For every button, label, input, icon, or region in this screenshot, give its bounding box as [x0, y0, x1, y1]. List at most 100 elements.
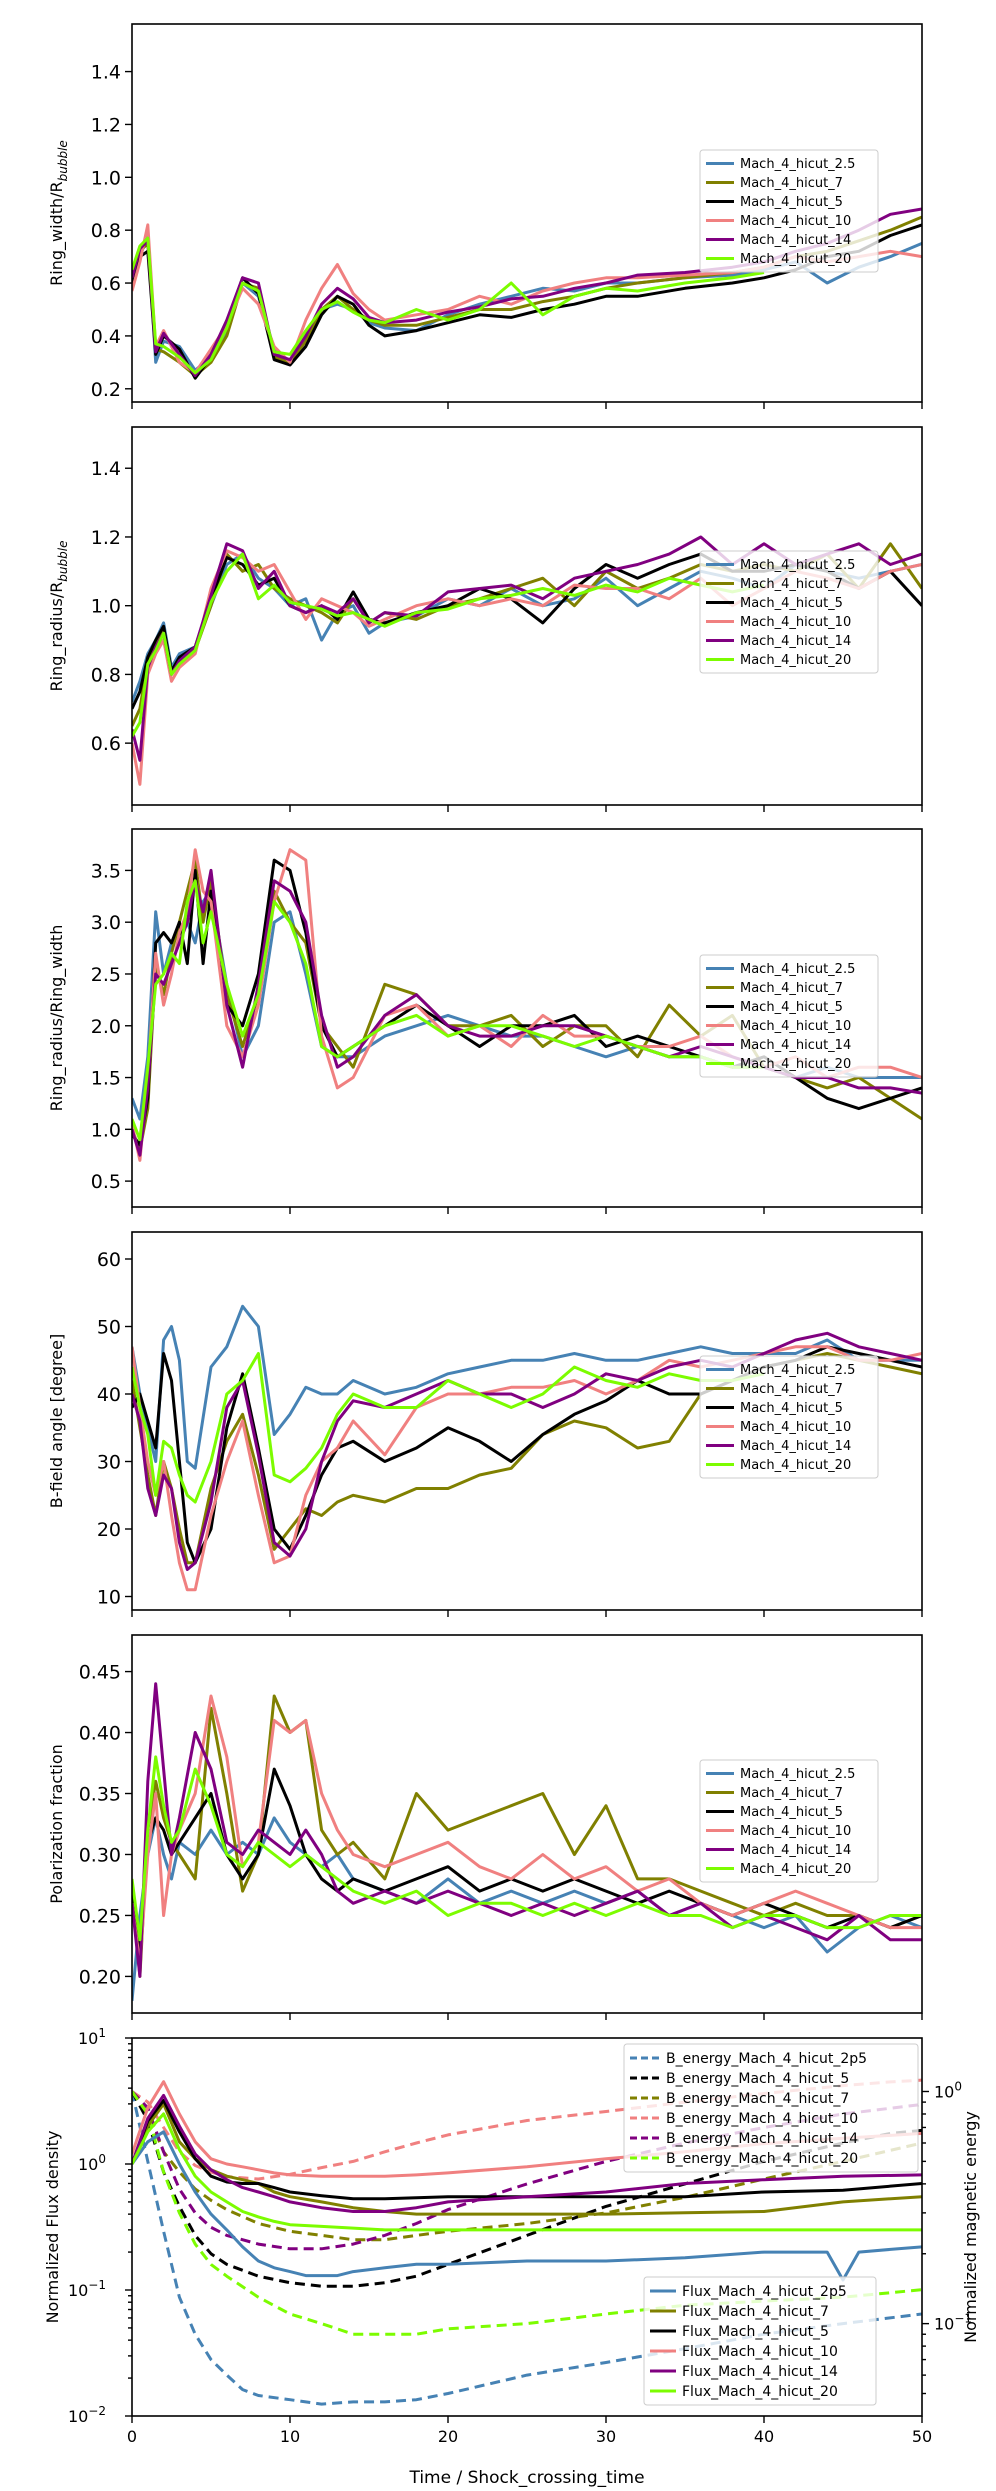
legend-label: Mach_4_hicut_7	[740, 1786, 843, 1801]
legend-label: Mach_4_hicut_14	[740, 1038, 851, 1053]
plot-area	[132, 1682, 922, 2001]
y-tick-label: 0.35	[79, 1784, 121, 1806]
flux-legend-label: Flux_Mach_4_hicut_14	[682, 2364, 838, 2380]
flux-legend-label: Flux_Mach_4_hicut_20	[682, 2384, 838, 2400]
legend-label: Mach_4_hicut_5	[740, 1805, 843, 1820]
y-axis-label: Ring_width/Rbubble	[47, 140, 70, 286]
x-tick-label: 0	[127, 2427, 137, 2446]
legend-label: Mach_4_hicut_10	[740, 615, 851, 630]
series-line	[132, 236, 765, 375]
y-tick-label: 0.40	[79, 1723, 121, 1745]
flux-legend-label: Flux_Mach_4_hicut_7	[682, 2304, 829, 2320]
energy-series-line	[132, 2090, 922, 2288]
legend-label: Mach_4_hicut_7	[740, 981, 843, 996]
series-line	[132, 1755, 922, 1942]
y-tick-label: 60	[97, 1249, 121, 1271]
x-tick-label: 10	[280, 2427, 300, 2446]
chart-panel-6: 0 10 20 30 40 50 10−2 10−1 100 101 Normalized Flux…	[43, 2026, 980, 2446]
axes-frame	[131, 2037, 923, 2417]
energy-legend-label: B_energy_Mach_4_hicut_7	[666, 2091, 849, 2107]
legend-label: Mach_4_hicut_7	[740, 176, 843, 191]
y-tick-label: 20	[97, 1519, 121, 1541]
y-tick-label: 0.8	[91, 220, 121, 242]
y-tick-label: 101	[78, 2026, 106, 2048]
axes-frame	[131, 426, 923, 806]
energy-legend-box	[623, 2043, 919, 2173]
y-tick-label: 0.25	[79, 1905, 121, 1927]
flux-legend-label: Flux_Mach_4_hicut_2p5	[682, 2284, 847, 2300]
legend-label: Mach_4_hicut_2.5	[740, 558, 855, 573]
series-line	[132, 234, 922, 372]
legend-box	[699, 550, 879, 674]
y-tick-label: 10−2	[68, 2404, 106, 2426]
axes-frame	[131, 1231, 923, 1611]
x-axis-label: Time / Shock_crossing_time	[408, 2468, 644, 2488]
y-tick-label: 1.2	[91, 114, 121, 136]
x-tick-label: 50	[912, 2427, 932, 2446]
legend-label: Mach_4_hicut_10	[740, 214, 851, 229]
x-tick-label: 30	[596, 2427, 616, 2446]
y-axis-label: Polarization fraction	[47, 1744, 66, 1904]
legend-label: Mach_4_hicut_14	[740, 1843, 851, 1858]
legend-label: Mach_4_hicut_7	[740, 577, 843, 592]
legend-label: Mach_4_hicut_10	[740, 1420, 851, 1435]
legend-label: Mach_4_hicut_20	[740, 1862, 851, 1877]
y-axis-label: Ring_radius/Rbubble	[47, 540, 70, 691]
legend-label: Mach_4_hicut_14	[740, 233, 851, 248]
energy-series-line	[132, 2090, 922, 2251]
legend-box	[699, 1355, 879, 1479]
flux-legend-label: Flux_Mach_4_hicut_10	[682, 2344, 838, 2360]
plot-area	[132, 207, 922, 380]
y-tick-label: 1.4	[91, 62, 121, 84]
energy-series-line	[132, 2090, 922, 2242]
legend-label: Mach_4_hicut_2.5	[740, 962, 855, 977]
axes-frame	[131, 1634, 923, 2014]
y-tick-label: 0.8	[91, 664, 121, 686]
legend-label: Mach_4_hicut_20	[740, 653, 851, 668]
y-tick-label: 0.6	[91, 733, 121, 755]
y-axis-label: Normalized Flux density	[43, 2131, 62, 2324]
flux-legend-box	[643, 2276, 877, 2406]
flux-series-line	[132, 2093, 922, 2213]
y-tick-label: 0.6	[91, 273, 121, 295]
y-tick-label: 30	[97, 1452, 121, 1474]
y-axis-label: B-field angle [degree]	[47, 1334, 66, 1508]
y-tick-label: 10−1	[68, 2278, 106, 2300]
y2-axis-label: Normalized magnetic energy	[961, 2111, 980, 2343]
legend-label: Mach_4_hicut_20	[740, 1458, 851, 1473]
panels: 0.2 0.4 0.6 0.8 1.0 1.2 1.4 Ring_width/Rbubble M…	[43, 23, 980, 2446]
y-tick-label: 0.20	[79, 1966, 121, 1988]
energy-legend-label: B_energy_Mach_4_hicut_14	[666, 2131, 858, 2147]
legend-label: Mach_4_hicut_2.5	[740, 1363, 855, 1378]
y-tick-label: 10	[97, 1587, 121, 1609]
legend-label: Mach_4_hicut_7	[740, 1382, 843, 1397]
y-tick-label: 0.45	[79, 1662, 121, 1684]
legend-label: Mach_4_hicut_5	[740, 1000, 843, 1015]
energy-legend-label: B_energy_Mach_4_hicut_2p5	[666, 2051, 867, 2067]
y-tick-label: 1.4	[91, 458, 121, 480]
y-tick-label: 50	[97, 1317, 121, 1339]
series-line	[132, 1352, 765, 1504]
y-tick-label: 1.5	[91, 1068, 121, 1090]
y-tick-label: 100	[78, 2152, 106, 2174]
y-tick-label: 2.5	[91, 964, 121, 986]
legend-label: Mach_4_hicut_10	[740, 1824, 851, 1839]
energy-legend-label: B_energy_Mach_4_hicut_5	[666, 2071, 849, 2087]
chart-panel-4: 10 20 30 40 50 60 B-field angle [degree] Mach_4…	[47, 1231, 923, 1617]
flux-series-line	[132, 2112, 922, 2232]
series-line	[132, 552, 765, 738]
y-tick-label: 1.0	[91, 1119, 121, 1141]
y-tick-label: 0.5	[91, 1171, 121, 1193]
flux-series-line	[132, 2130, 922, 2282]
chart-panel-1: 0.2 0.4 0.6 0.8 1.0 1.2 1.4 Ring_width/Rbubble M…	[47, 23, 923, 409]
y-tick-label: 0.4	[91, 326, 121, 348]
flux-series-line	[132, 2102, 922, 2216]
chart-panel-5: 0.20 0.25 0.30 0.35 0.40 0.45 Polarization fra…	[47, 1634, 923, 2020]
y-tick-label: 3.5	[91, 860, 121, 882]
y-tick-label: 40	[97, 1384, 121, 1406]
y-axis-label: Ring_radius/Ring_width	[47, 925, 67, 1112]
x-tick-label: 40	[754, 2427, 774, 2446]
chart-panel-2: 0.6 0.8 1.0 1.2 1.4 Ring_radius/Rbubble Mach_4…	[47, 426, 923, 812]
y-tick-label: 1.0	[91, 596, 121, 618]
